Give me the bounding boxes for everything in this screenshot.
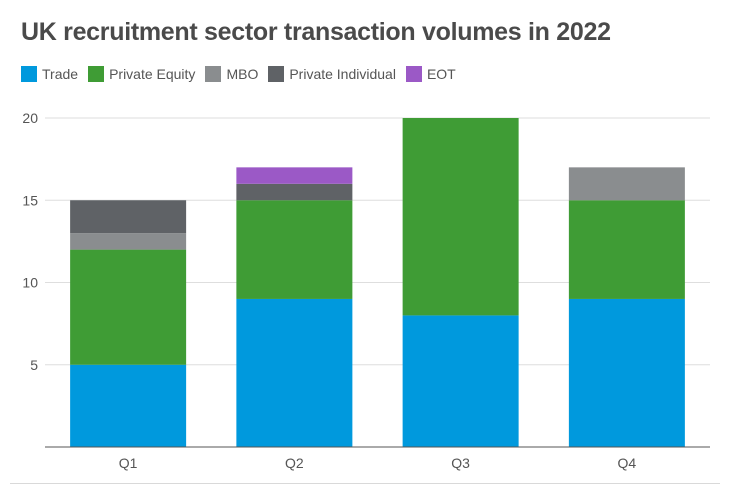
- bar-q4-trade: [568, 298, 685, 447]
- legend-swatch-private-individual: [268, 66, 285, 82]
- x-tick-label-q4: Q4: [618, 455, 637, 471]
- legend-label-private-individual: Private Individual: [289, 66, 396, 82]
- legend-label-trade: Trade: [42, 66, 79, 82]
- bar-q1-private-individual: [70, 200, 187, 234]
- legend-label-eot: EOT: [426, 66, 456, 82]
- x-tick-label-q3: Q3: [451, 455, 470, 471]
- x-tick-label-q1: Q1: [119, 455, 138, 471]
- legend-swatch-private-equity: [88, 66, 105, 82]
- legend-swatch-trade: [21, 66, 37, 82]
- legend-item-trade: Trade: [21, 66, 78, 82]
- y-tick-label-15: 15: [22, 192, 38, 208]
- y-tick-label-20: 20: [22, 110, 38, 126]
- legend-item-private-equity: Private Equity: [88, 66, 195, 82]
- footer-divider: [10, 483, 720, 484]
- bar-q2-private-equity: [236, 200, 353, 299]
- legend-item-eot: EOT: [405, 66, 456, 82]
- bar-q3-trade: [402, 315, 519, 447]
- bar-q2-eot: [236, 167, 353, 184]
- chart-legend: Trade Private Equity MBO Private Individ…: [21, 66, 466, 82]
- bar-q3-private-equity: [402, 118, 519, 316]
- legend-swatch-mbo: [205, 66, 222, 82]
- chart-title: UK recruitment sector transaction volume…: [21, 18, 611, 46]
- legend-label-private-equity: Private Equity: [109, 66, 196, 82]
- x-tick-label-q2: Q2: [285, 455, 304, 471]
- legend-item-mbo: MBO: [205, 66, 258, 82]
- bar-q2-trade: [236, 298, 353, 447]
- bar-q4-private-equity: [568, 200, 685, 299]
- y-tick-label-5: 5: [30, 357, 38, 373]
- bar-q4-mbo: [568, 167, 685, 201]
- legend-label-mbo: MBO: [226, 66, 259, 82]
- bar-q1-mbo: [70, 233, 187, 250]
- y-tick-label-10: 10: [22, 275, 38, 291]
- legend-item-private-individual: Private Individual: [268, 66, 396, 82]
- bar-q1-private-equity: [70, 249, 187, 365]
- legend-swatch-eot: [405, 66, 422, 82]
- bar-q2-private-individual: [236, 183, 353, 201]
- bar-q1-trade: [70, 364, 187, 447]
